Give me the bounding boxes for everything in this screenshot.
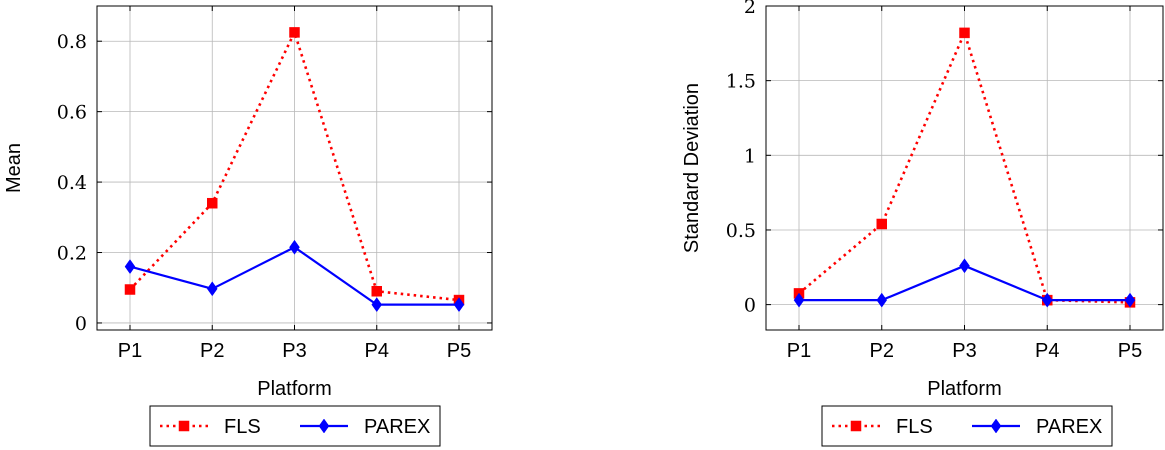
y-tick-label: 0.5	[726, 220, 756, 242]
x-axis-label: Platform	[257, 378, 331, 400]
series-line-fls	[129, 31, 460, 302]
x-tick-label: P2	[200, 340, 224, 362]
x-tick-label: P4	[1035, 340, 1059, 362]
y-tick-label: 0.6	[57, 102, 87, 124]
y-tick-label: 2	[744, 0, 756, 18]
y-tick-label: 0.4	[57, 172, 87, 194]
series-parex	[793, 258, 1136, 308]
x-tick-label: P2	[870, 340, 894, 362]
y-axis-label: Mean	[3, 143, 25, 193]
data-point-fls	[876, 218, 887, 230]
y-tick-label: 0.8	[57, 31, 87, 53]
data-point-fls	[289, 27, 300, 38]
y-axis-label: Standard Deviation	[681, 83, 703, 253]
data-point-parex	[371, 297, 383, 313]
legend-marker-fls	[850, 420, 862, 432]
x-tick-label: P1	[118, 340, 142, 362]
legend-label-parex: PAREX	[364, 416, 430, 438]
data-point-parex	[206, 281, 218, 297]
data-point-parex	[124, 259, 136, 275]
legend-label-parex: PAREX	[1036, 416, 1102, 438]
x-tick-label: P1	[787, 340, 811, 362]
data-point-parex	[1124, 292, 1136, 308]
grid	[97, 6, 492, 330]
data-point-parex	[289, 239, 300, 255]
data-point-parex	[1041, 292, 1053, 308]
data-point-parex	[453, 297, 465, 313]
chart-panel-2: P1 P2 P3 P4 P5 0 0.5 1 1.5 2 Platform Standard Devi…	[681, 0, 1164, 447]
legend-marker-parex	[990, 418, 1002, 434]
y-tick-label: 0	[744, 295, 756, 317]
data-point-parex	[793, 292, 805, 308]
x-axis-label: Platform	[927, 378, 1001, 400]
data-point-fls	[207, 197, 218, 209]
x-tick-label: P3	[282, 340, 306, 362]
x-tick-label: P3	[952, 340, 976, 362]
series-parex	[124, 239, 465, 313]
legend-label-fls: FLS	[896, 416, 933, 438]
data-point-parex	[876, 292, 888, 308]
legend-marker-fls	[178, 420, 190, 432]
y-tick-label: 0.2	[57, 243, 87, 265]
y-tick-label: 1.5	[726, 71, 756, 93]
data-point-fls	[124, 284, 136, 295]
x-tick-label: P5	[447, 340, 471, 362]
legend-label-fls: FLS	[224, 416, 261, 438]
data-point-fls	[959, 27, 970, 39]
grid	[766, 5, 1163, 330]
data-point-parex	[959, 258, 970, 274]
data-point-fls	[371, 286, 382, 297]
series-line-fls	[798, 31, 1131, 304]
y-tick-label: 1	[744, 145, 756, 167]
legend-marker-parex	[318, 418, 330, 434]
x-tick-label: P5	[1118, 340, 1142, 362]
chart-panel-1: P1 P2 P3 P4 P5 0 0.2 0.4 0.6 0.8 Platform Mean FLS PA…	[3, 5, 493, 447]
y-tick-label: 0	[75, 313, 87, 335]
legend: FLS PAREX	[149, 405, 441, 447]
legend-box	[821, 405, 1113, 447]
x-tick-label: P4	[365, 340, 389, 362]
legend-box	[149, 405, 441, 447]
legend: FLS PAREX	[821, 405, 1113, 447]
